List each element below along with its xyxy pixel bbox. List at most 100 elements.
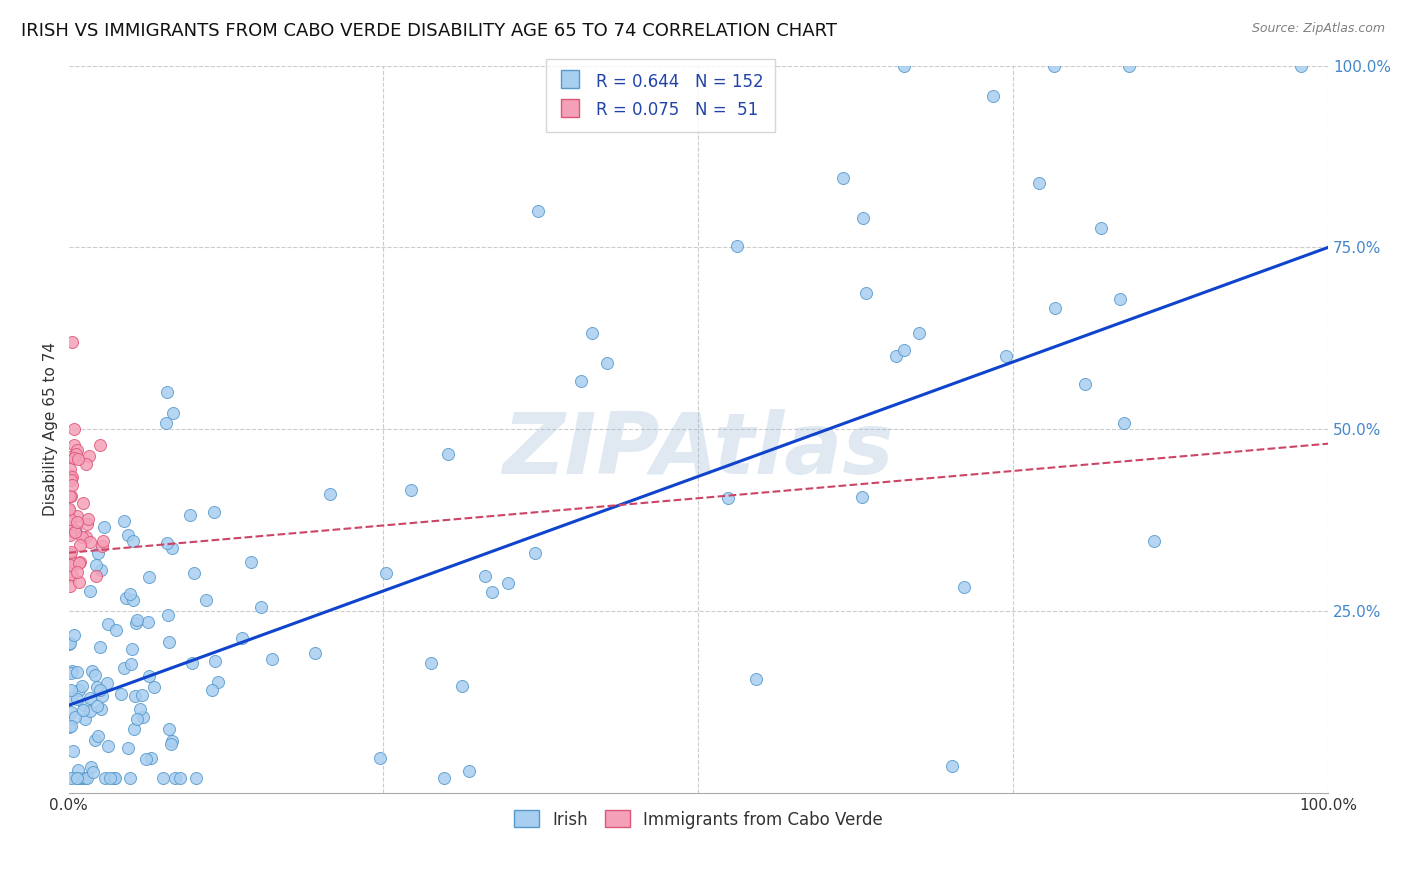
- Point: [59, 636, 82, 650]
- Point: [725, 239, 748, 253]
- Point: [65, 447, 87, 461]
- Point: [59, 520, 82, 534]
- Point: [90, 702, 112, 716]
- Point: [76, 771, 98, 785]
- Point: [73, 771, 96, 785]
- Point: [169, 771, 191, 785]
- Point: [138, 570, 160, 584]
- Point: [65, 771, 87, 785]
- Point: [135, 752, 157, 766]
- Point: [160, 733, 183, 747]
- Point: [89, 438, 111, 452]
- Point: [59, 545, 82, 559]
- Point: [231, 631, 253, 645]
- Point: [62, 438, 84, 452]
- Point: [855, 286, 877, 301]
- Point: [59, 528, 82, 542]
- Point: [581, 326, 603, 340]
- Point: [60, 705, 83, 719]
- Point: [202, 505, 225, 519]
- Point: [1043, 301, 1066, 315]
- Point: [179, 508, 201, 522]
- Point: [1043, 59, 1066, 73]
- Point: [69, 771, 91, 785]
- Point: [58, 462, 80, 476]
- Point: [893, 59, 915, 73]
- Point: [907, 326, 929, 340]
- Point: [96, 675, 118, 690]
- Point: [66, 508, 89, 523]
- Point: [893, 343, 915, 357]
- Point: [157, 607, 180, 622]
- Point: [62, 422, 84, 436]
- Point: [62, 744, 84, 758]
- Point: [58, 503, 80, 517]
- Point: [63, 525, 86, 540]
- Point: [86, 569, 108, 583]
- Point: [67, 557, 90, 571]
- Point: [1291, 59, 1313, 73]
- Point: [401, 483, 423, 498]
- Point: [65, 525, 87, 540]
- Point: [67, 683, 90, 698]
- Point: [851, 491, 873, 505]
- Point: [162, 405, 184, 419]
- Point: [89, 640, 111, 655]
- Point: [90, 539, 112, 553]
- Point: [59, 569, 82, 583]
- Point: [117, 740, 139, 755]
- Point: [58, 637, 80, 651]
- Point: [66, 565, 89, 579]
- Point: [884, 349, 907, 363]
- Point: [79, 690, 101, 705]
- Point: [104, 623, 127, 637]
- Point: [474, 569, 496, 583]
- Point: [59, 547, 82, 561]
- Point: [239, 556, 262, 570]
- Point: [62, 628, 84, 642]
- Point: [97, 739, 120, 753]
- Point: [104, 771, 127, 785]
- Point: [120, 657, 142, 671]
- Point: [84, 558, 107, 573]
- Text: Source: ZipAtlas.com: Source: ZipAtlas.com: [1251, 22, 1385, 36]
- Point: [953, 580, 976, 594]
- Point: [94, 771, 117, 785]
- Point: [157, 723, 180, 737]
- Point: [65, 523, 87, 537]
- Point: [318, 487, 340, 501]
- Point: [1109, 292, 1132, 306]
- Point: [156, 384, 179, 399]
- Point: [66, 692, 89, 706]
- Point: [75, 771, 97, 785]
- Point: [125, 712, 148, 726]
- Point: [75, 457, 97, 471]
- Point: [59, 719, 82, 733]
- Point: [1028, 176, 1050, 190]
- Point: [304, 646, 326, 660]
- Point: [481, 585, 503, 599]
- Point: [72, 679, 94, 693]
- Point: [59, 489, 82, 503]
- Point: [67, 575, 90, 590]
- Point: [98, 771, 121, 785]
- Point: [82, 765, 104, 780]
- Point: [58, 490, 80, 504]
- Point: [181, 656, 204, 670]
- Point: [77, 449, 100, 463]
- Point: [523, 546, 546, 560]
- Point: [1114, 416, 1136, 430]
- Point: [1118, 59, 1140, 73]
- Point: [66, 443, 89, 458]
- Point: [79, 535, 101, 549]
- Point: [375, 566, 398, 580]
- Point: [60, 683, 83, 698]
- Point: [86, 698, 108, 713]
- Point: [131, 688, 153, 702]
- Text: ZIPAtlas: ZIPAtlas: [502, 409, 894, 492]
- Point: [420, 656, 443, 670]
- Point: [60, 469, 83, 483]
- Point: [69, 555, 91, 569]
- Point: [90, 689, 112, 703]
- Y-axis label: Disability Age 65 to 74: Disability Age 65 to 74: [44, 343, 58, 516]
